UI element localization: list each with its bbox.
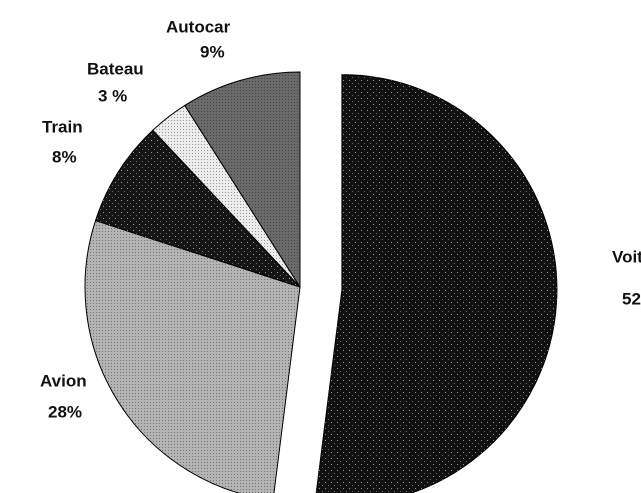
- pie: [84, 71, 558, 493]
- slice-value-label: 9%: [200, 42, 225, 61]
- slice-value-label: 28%: [48, 402, 82, 421]
- slice-texture: [152, 105, 300, 287]
- slice-texture: [85, 220, 300, 493]
- slice-name: Autocar: [166, 17, 231, 36]
- slice-value-label: 52%: [622, 289, 641, 308]
- slice-name: Voiture: [612, 247, 641, 266]
- labels: Voiture 52% Avion 28% Train 8% Bateau 3 % Autoca…: [40, 17, 641, 421]
- slice-name: Train: [42, 117, 83, 136]
- slice-texture: [316, 74, 557, 493]
- slice-name: Bateau: [87, 59, 144, 78]
- slice-texture: [184, 72, 300, 287]
- slice-value-label: 3 %: [98, 86, 127, 105]
- slice-value-label: 8%: [52, 147, 77, 166]
- slice-texture: [95, 130, 300, 287]
- slice-name: Avion: [40, 371, 87, 390]
